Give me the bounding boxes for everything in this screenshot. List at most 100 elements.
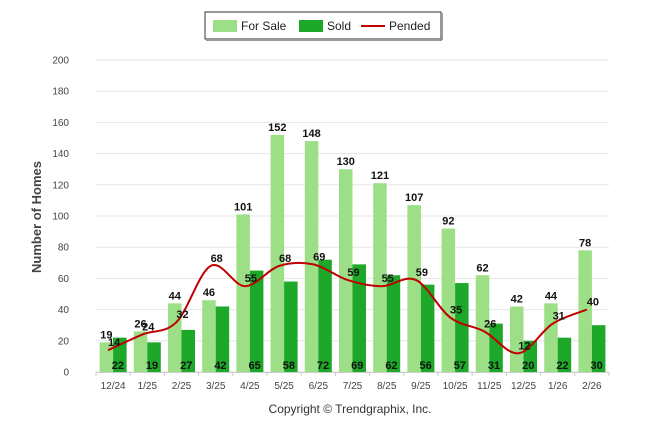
bar-sold[interactable] [557,337,572,372]
pended-line-layer [107,261,588,355]
bar-for-sale[interactable] [270,134,285,372]
x-tick-label: 10/25 [443,381,468,392]
data-label-pended: 26 [484,318,496,330]
data-label-for-sale: 130 [337,156,355,168]
pended-line[interactable] [107,261,588,355]
y-tick-label: 160 [52,118,69,129]
y-tick-label: 80 [58,243,70,254]
bar-for-sale[interactable] [133,331,148,372]
data-label-for-sale: 152 [268,122,286,134]
bar-for-sale[interactable] [339,169,353,372]
bar-for-sale[interactable] [407,205,421,372]
data-label-pended: 59 [347,267,359,279]
data-label-pended: 35 [450,304,462,316]
data-label-sold: 65 [249,360,261,372]
data-label-for-sale: 44 [169,290,182,302]
y-tick-label: 180 [52,87,69,98]
data-label-for-sale: 101 [234,201,252,213]
bar-sold[interactable] [420,284,435,372]
data-label-for-sale: 78 [579,237,591,249]
x-tick-label: 1/26 [548,381,568,392]
copyright-credit: Copyright © Trendgraphix, Inc. [269,402,432,416]
data-label-for-sale: 148 [302,128,320,140]
x-tick-label: 8/25 [377,381,397,392]
y-tick-label: 60 [58,274,70,285]
legend-swatch-for-sale [213,20,237,32]
bar-sold[interactable] [386,275,401,372]
data-label-for-sale: 46 [203,287,215,299]
bar-sold[interactable] [318,259,332,372]
x-tick-label: 4/25 [240,381,260,392]
bar-for-sale[interactable] [304,141,319,372]
y-tick-label: 0 [63,368,69,379]
x-tick-label: 5/25 [274,381,294,392]
bar-for-sale[interactable] [441,228,456,372]
x-tick-label: 6/25 [309,381,329,392]
y-tick-label: 100 [52,212,69,223]
data-label-for-sale: 92 [442,215,454,227]
data-label-sold: 42 [214,360,226,372]
legend-label-sold[interactable]: Sold [327,19,351,33]
data-label-pended: 12 [518,340,530,352]
data-label-sold: 62 [385,360,397,372]
bar-sold[interactable] [215,306,230,372]
data-label-pended: 69 [313,251,325,263]
x-tick-label: 2/26 [582,381,602,392]
bar-for-sale[interactable] [544,303,558,372]
data-label-pended: 24 [142,322,155,334]
legend-label-pended[interactable]: Pended [389,19,430,33]
y-tick-label: 140 [52,149,69,160]
data-label-for-sale: 107 [405,192,423,204]
data-labels-layer: 19 22 14 26 19 24 44 27 32 46 42 68 101 65 55 152 58 68 14… [100,122,603,372]
bar-sold[interactable] [352,264,367,372]
bar-sold[interactable] [455,283,469,372]
y-tick-label: 20 [58,336,70,347]
bar-sold[interactable] [249,270,264,372]
y-tick-label: 200 [52,56,69,67]
data-label-pended: 68 [279,253,291,265]
x-tick-label: 1/25 [138,381,158,392]
legend-swatch-sold [299,20,323,32]
y-tick-label: 40 [58,305,70,316]
x-tick-label: 11/25 [477,381,502,392]
x-tick-label: 2/25 [172,381,192,392]
x-tick-label: 12/24 [101,381,126,392]
data-label-pended: 40 [587,297,599,309]
bar-for-sale[interactable] [236,214,250,372]
data-label-for-sale: 44 [545,290,558,302]
bar-sold[interactable] [181,329,196,372]
data-label-sold: 56 [420,360,432,372]
data-label-pended: 14 [108,337,121,349]
bar-for-sale[interactable] [373,183,387,372]
bar-sold[interactable] [591,325,606,372]
data-label-for-sale: 42 [511,293,523,305]
x-tick-label: 9/25 [411,381,431,392]
bars-layer [99,134,606,372]
data-label-for-sale: 26 [134,318,146,330]
axis-layer: 0 20 40 60 80 100 120 140 160 180 200 12/24 1/25 2/25… [52,56,610,392]
bar-sold[interactable] [284,281,298,372]
bar-for-sale[interactable] [475,275,490,372]
bar-sold[interactable] [147,342,161,372]
data-label-sold: 19 [146,360,158,372]
bar-for-sale[interactable] [510,306,524,372]
data-label-sold: 22 [556,360,568,372]
data-label-pended: 59 [416,267,428,279]
data-label-pended: 32 [176,309,188,321]
bar-sold[interactable] [489,323,503,372]
data-label-sold: 31 [488,360,500,372]
data-label-pended: 31 [553,311,565,323]
data-label-sold: 57 [454,360,466,372]
legend[interactable]: For Sale Sold Pended [204,11,443,41]
y-tick-label: 120 [52,180,69,191]
bar-for-sale[interactable] [202,300,216,372]
x-tick-label: 12/25 [511,381,536,392]
data-label-sold: 20 [522,360,534,372]
legend-label-for-sale[interactable]: For Sale [241,19,287,33]
data-label-pended: 68 [211,253,223,265]
data-label-pended: 55 [245,273,257,285]
data-label-sold: 30 [591,360,603,372]
data-label-sold: 69 [351,360,363,372]
